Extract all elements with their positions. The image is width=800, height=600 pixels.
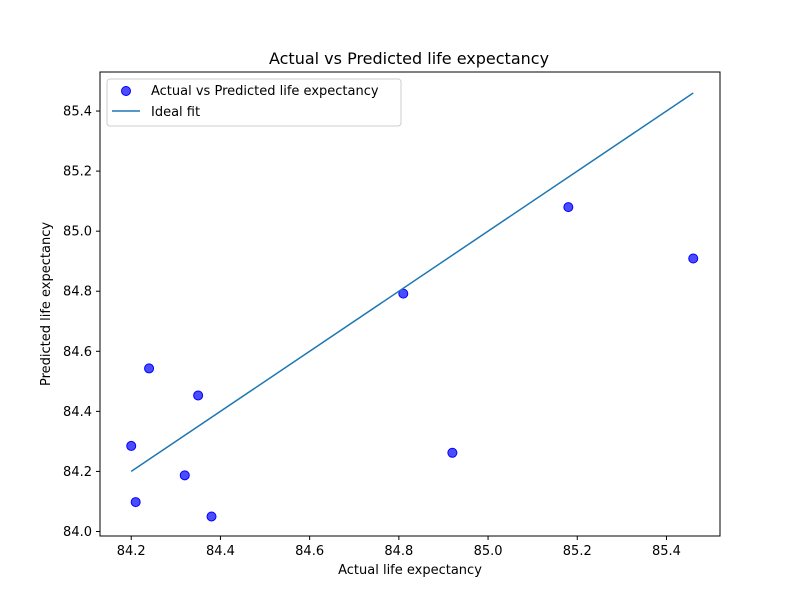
scatter-point-1 <box>126 440 137 451</box>
y-axis-label: Predicted life expectancy <box>39 222 54 386</box>
scatter-point-3 <box>144 363 155 374</box>
x-tick-label-3: 84.8 <box>384 544 413 559</box>
scatter-point-10 <box>688 253 699 264</box>
legend: Actual vs Predicted life expectancy Idea… <box>106 78 402 127</box>
legend-label-scatter: Actual vs Predicted life expectancy <box>151 84 379 99</box>
x-tick-label-2: 84.6 <box>295 544 324 559</box>
y-tick-label-4: 84.8 <box>63 285 92 300</box>
scatter-point-4 <box>179 470 190 481</box>
y-tick-label-6: 85.2 <box>63 165 92 180</box>
plot-area <box>126 92 699 522</box>
y-tick-label-0: 84.0 <box>63 525 92 540</box>
x-tick-label-0: 84.2 <box>117 544 146 559</box>
scatter-point-6 <box>206 511 217 522</box>
y-tick-label-3: 84.6 <box>63 345 92 360</box>
y-tick-label-7: 85.4 <box>63 105 92 120</box>
y-tick-label-1: 84.2 <box>63 465 92 480</box>
scatter-point-7 <box>398 288 409 299</box>
scatter-point-9 <box>563 202 574 213</box>
y-tick-label-5: 85.0 <box>63 225 92 240</box>
axes-frame <box>99 71 721 537</box>
legend-label-line: Ideal fit <box>151 105 200 120</box>
chart-title: Actual vs Predicted life expectancy <box>269 49 549 68</box>
legend-marker-scatter <box>121 86 131 96</box>
scatter-point-8 <box>447 447 458 458</box>
scatter-point-2 <box>130 497 141 508</box>
legend-box <box>106 78 402 127</box>
ideal-fit-line <box>130 92 694 473</box>
y-tick-label-2: 84.4 <box>63 405 92 420</box>
scatter-point-5 <box>193 390 204 401</box>
x-axis-label: Actual life expectancy <box>338 563 482 578</box>
x-tick-label-4: 85.0 <box>474 544 503 559</box>
x-tick-label-1: 84.4 <box>206 544 235 559</box>
x-tick-label-5: 85.2 <box>563 544 592 559</box>
x-tick-label-6: 85.4 <box>652 544 681 559</box>
axis-ticks: 84.2 84.4 84.6 84.8 85.0 85.2 85.4 84.0 84.2 84.4… <box>63 105 681 559</box>
